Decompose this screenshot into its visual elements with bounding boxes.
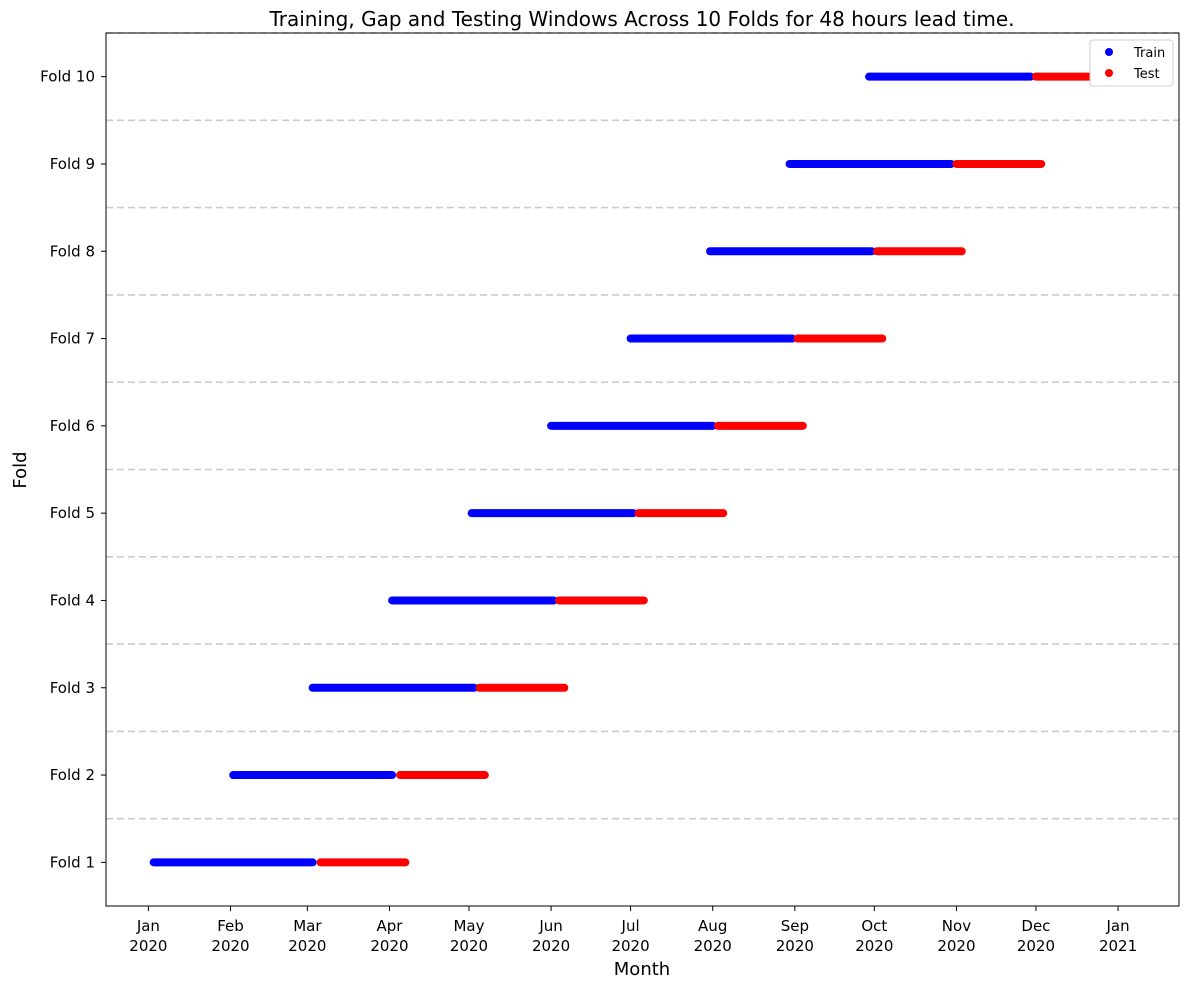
x-tick-label-month: Jan	[1106, 917, 1130, 935]
x-tick-label-year: 2020	[288, 937, 326, 955]
x-tick-label-year: 2020	[532, 937, 570, 955]
y-axis-label: Fold	[10, 451, 31, 488]
x-tick-label-year: 2020	[611, 937, 649, 955]
y-tick-label: Fold 9	[50, 155, 95, 173]
x-tick-label-month: Jun	[538, 917, 562, 935]
x-tick-label-month: May	[453, 917, 484, 935]
x-axis-ticks: Jan 2020 Feb 2020 Mar 2020 Apr 2020 May 2020 Jun 20…	[129, 906, 1137, 955]
x-tick-label-year: 2020	[211, 937, 249, 955]
x-tick-label-year: 2020	[694, 937, 732, 955]
y-tick-label: Fold 7	[50, 330, 95, 348]
x-tick-label-month: Feb	[217, 917, 244, 935]
x-tick-label-month: Jul	[621, 917, 640, 935]
x-tick-label-month: Sep	[781, 917, 809, 935]
x-tick-label-year: 2020	[450, 937, 488, 955]
y-tick-label: Fold 1	[50, 853, 95, 871]
y-tick-label: Fold 8	[50, 242, 95, 260]
legend-train-marker	[1105, 48, 1113, 56]
y-tick-label: Fold 6	[50, 417, 95, 435]
x-tick-label-month: Oct	[861, 917, 887, 935]
legend-test-marker	[1105, 69, 1113, 77]
x-tick-label-year: 2020	[129, 937, 167, 955]
y-tick-label: Fold 5	[50, 504, 95, 522]
legend-train-label: Train	[1133, 46, 1165, 61]
x-tick-label-month: Dec	[1021, 917, 1050, 935]
chart-title: Training, Gap and Testing Windows Across…	[268, 7, 1014, 31]
plot-frame	[105, 32, 1180, 907]
x-tick-label-year: 2020	[1017, 937, 1055, 955]
x-tick-label-month: Nov	[942, 917, 971, 935]
x-tick-label-month: Jan	[136, 917, 160, 935]
x-tick-label-month: Apr	[377, 917, 404, 935]
x-axis-label: Month	[614, 959, 670, 980]
y-tick-label: Fold 2	[50, 766, 95, 784]
x-tick-label-month: Mar	[293, 917, 322, 935]
legend-test-label: Test	[1133, 67, 1160, 82]
x-tick-label-year: 2020	[937, 937, 975, 955]
legend: Train Test	[1089, 39, 1174, 87]
x-tick-label-year: 2020	[370, 937, 408, 955]
x-tick-label-year: 2020	[776, 937, 814, 955]
x-tick-label-month: Aug	[698, 917, 727, 935]
y-tick-label: Fold 4	[50, 591, 95, 609]
y-tick-label: Fold 3	[50, 679, 95, 697]
data-marks	[149, 72, 1125, 867]
y-axis-ticks: Fold 1 Fold 2 Fold 3 Fold 4 Fold 5 Fold 6 Fold…	[40, 68, 106, 871]
y-tick-label: Fold 10	[40, 68, 95, 86]
x-tick-label-year: 2020	[855, 937, 893, 955]
x-tick-label-year: 2021	[1099, 937, 1137, 955]
